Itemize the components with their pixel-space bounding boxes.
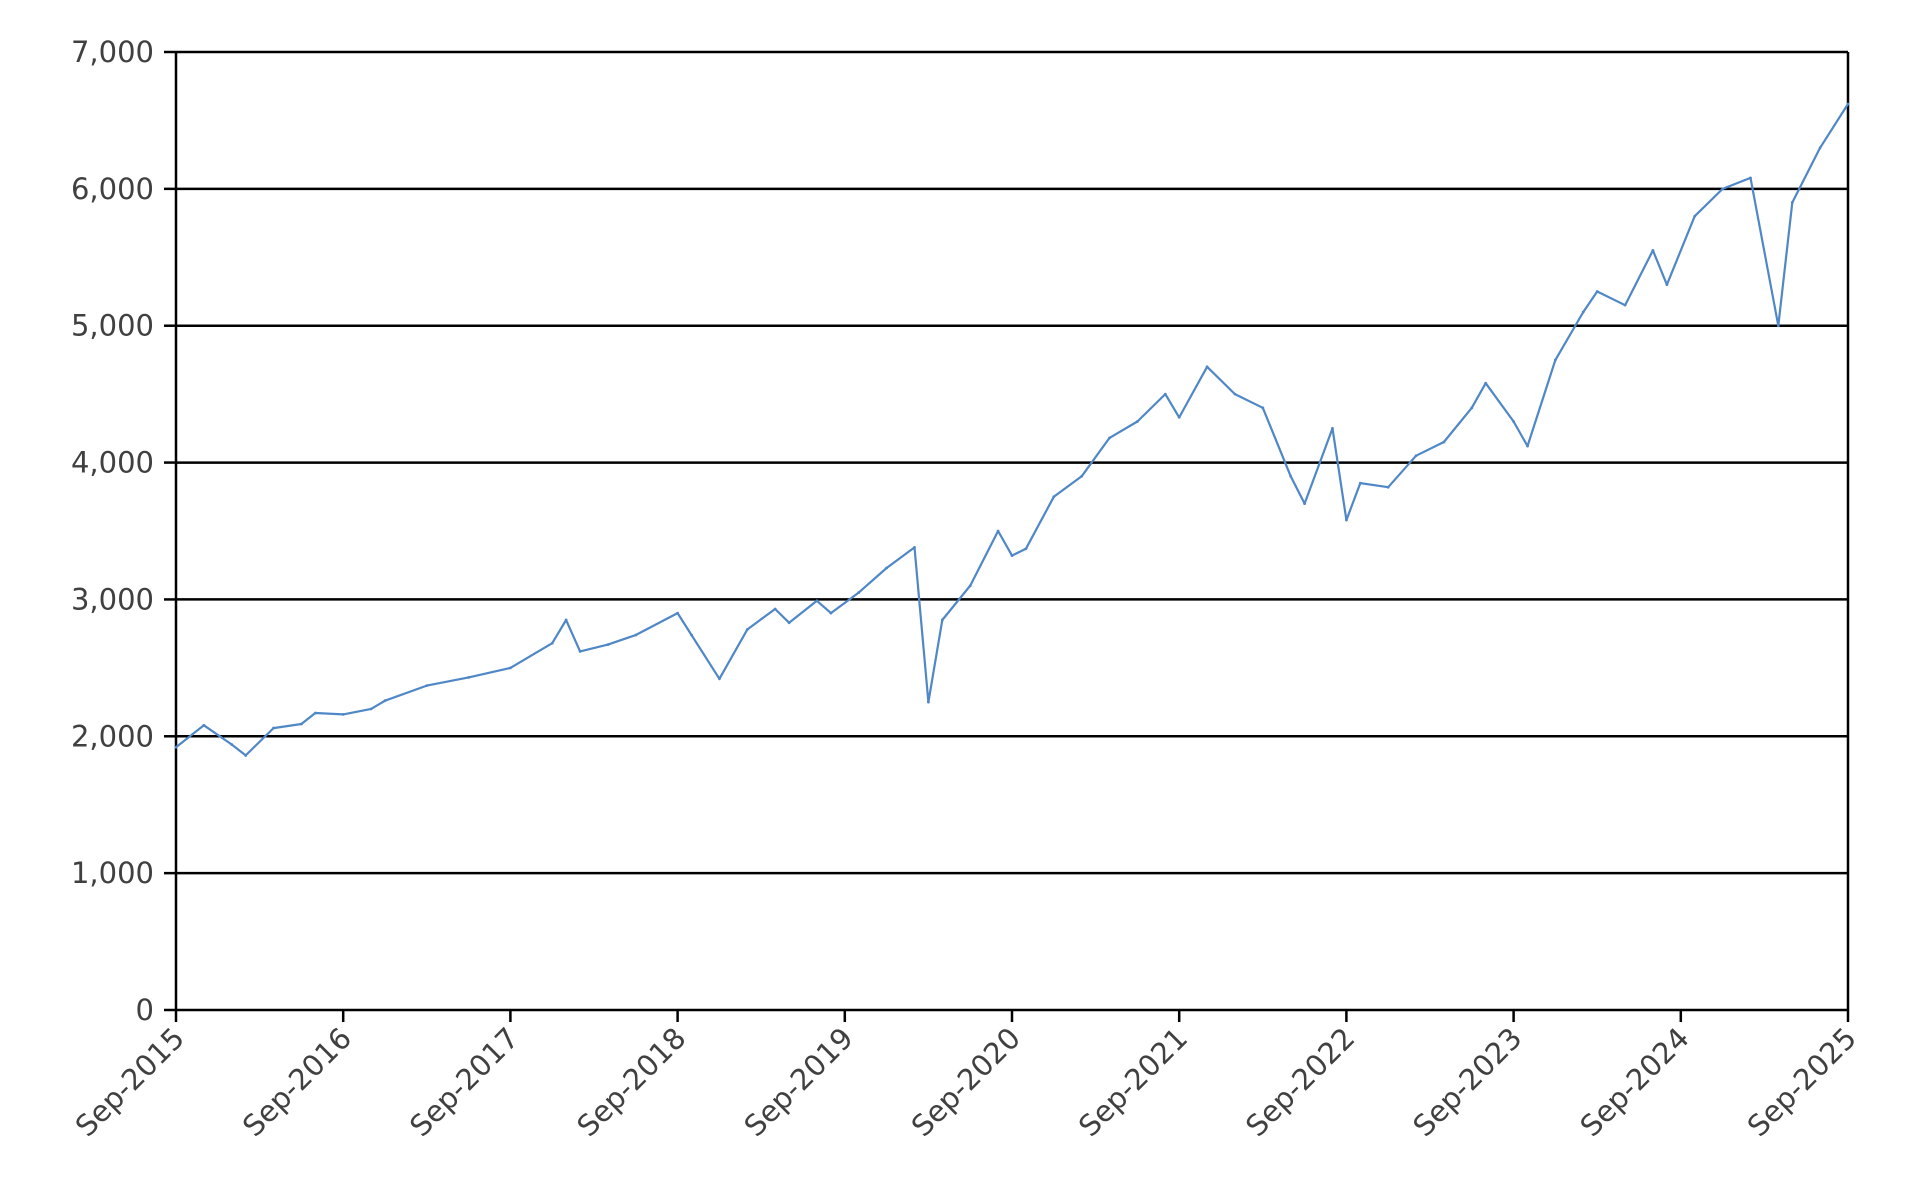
data-point bbox=[1526, 444, 1529, 448]
data-point bbox=[1581, 310, 1585, 314]
x-tick-label: Sep-2016 bbox=[236, 1021, 358, 1143]
data-point bbox=[634, 633, 638, 637]
x-tick-label: Sep-2025 bbox=[1741, 1021, 1863, 1143]
data-point bbox=[1345, 518, 1348, 522]
data-point bbox=[676, 611, 679, 615]
data-point bbox=[383, 699, 387, 703]
data-point bbox=[1205, 365, 1209, 369]
data-point bbox=[1776, 324, 1780, 328]
data-point bbox=[1010, 554, 1014, 558]
y-tick-label: 4,000 bbox=[71, 446, 154, 480]
data-point bbox=[1331, 426, 1334, 430]
data-point bbox=[467, 676, 470, 679]
series-line bbox=[174, 102, 1850, 757]
data-point bbox=[829, 611, 833, 615]
data-point bbox=[927, 700, 930, 704]
data-point bbox=[1136, 420, 1139, 423]
series bbox=[174, 102, 1850, 757]
data-point bbox=[787, 621, 791, 625]
data-point bbox=[1024, 547, 1028, 551]
data-point bbox=[1790, 201, 1794, 204]
data-point bbox=[564, 618, 568, 622]
x-tick-label: Sep-2015 bbox=[69, 1021, 191, 1143]
data-point bbox=[1261, 406, 1265, 410]
data-point bbox=[885, 566, 888, 570]
data-point bbox=[1512, 420, 1515, 423]
x-tick-label: Sep-2024 bbox=[1573, 1021, 1695, 1143]
data-point bbox=[1108, 436, 1111, 440]
y-tick-label: 0 bbox=[136, 993, 154, 1027]
data-point bbox=[690, 633, 693, 637]
x-tick-label: Sep-2017 bbox=[403, 1021, 525, 1143]
axes bbox=[164, 50, 1850, 1022]
data-point bbox=[1693, 214, 1697, 218]
x-tick-label: Sep-2018 bbox=[570, 1021, 692, 1143]
data-point bbox=[857, 591, 861, 594]
y-tick-label: 6,000 bbox=[71, 172, 154, 206]
data-point bbox=[606, 643, 610, 646]
data-point bbox=[745, 628, 749, 631]
data-point bbox=[509, 666, 512, 670]
data-point bbox=[369, 707, 373, 711]
data-point bbox=[1470, 406, 1474, 410]
data-point bbox=[550, 641, 554, 645]
data-point bbox=[968, 584, 972, 588]
data-point bbox=[1289, 474, 1293, 478]
data-point bbox=[272, 726, 275, 730]
data-point bbox=[1080, 474, 1084, 478]
y-tick-label: 1,000 bbox=[71, 856, 154, 890]
data-point bbox=[313, 711, 317, 715]
x-tick-label: Sep-2020 bbox=[905, 1021, 1027, 1143]
y-axis-ticks: 0 1,000 2,000 3,000 4,000 5,000 6,000 7,000 bbox=[71, 35, 154, 1027]
data-point bbox=[815, 599, 819, 603]
data-point bbox=[1665, 283, 1669, 287]
data-point bbox=[1442, 440, 1446, 444]
data-point bbox=[300, 722, 303, 726]
data-point bbox=[230, 743, 234, 746]
data-point bbox=[1484, 381, 1488, 385]
data-point bbox=[578, 650, 582, 653]
x-axis-ticks: Sep-2015 Sep-2016 Sep-2017 Sep-2018 Sep-2019… bbox=[69, 1021, 1863, 1143]
data-point bbox=[1623, 303, 1627, 307]
data-point bbox=[1177, 416, 1181, 419]
gridlines bbox=[176, 50, 1848, 875]
x-tick-label: Sep-2021 bbox=[1072, 1021, 1194, 1143]
data-point bbox=[1386, 485, 1390, 489]
data-point bbox=[1414, 454, 1418, 458]
data-point bbox=[1163, 392, 1167, 396]
y-tick-label: 5,000 bbox=[71, 309, 154, 343]
data-point bbox=[940, 618, 944, 622]
x-tick-label: Sep-2022 bbox=[1239, 1021, 1361, 1143]
data-point bbox=[1749, 176, 1752, 180]
data-point bbox=[1846, 102, 1850, 106]
data-point bbox=[1358, 481, 1362, 485]
data-point bbox=[174, 745, 178, 749]
data-point bbox=[1651, 249, 1655, 252]
data-point bbox=[913, 546, 916, 549]
x-tick-label: Sep-2019 bbox=[737, 1021, 859, 1143]
data-point bbox=[1554, 358, 1557, 362]
y-tick-label: 2,000 bbox=[71, 719, 154, 753]
data-point bbox=[718, 677, 721, 681]
data-point bbox=[996, 529, 1000, 533]
data-point bbox=[425, 684, 429, 688]
data-point bbox=[1818, 146, 1822, 150]
data-point bbox=[1052, 495, 1056, 499]
data-point bbox=[1233, 392, 1237, 396]
data-point bbox=[202, 723, 206, 727]
data-point bbox=[1595, 290, 1599, 293]
y-tick-label: 7,000 bbox=[71, 35, 154, 69]
data-point bbox=[773, 607, 777, 611]
y-tick-label: 3,000 bbox=[71, 582, 154, 616]
data-point bbox=[341, 712, 345, 716]
data-point bbox=[1303, 502, 1306, 506]
data-point bbox=[1721, 187, 1724, 191]
x-tick-label: Sep-2023 bbox=[1406, 1021, 1528, 1143]
data-point bbox=[244, 754, 248, 757]
